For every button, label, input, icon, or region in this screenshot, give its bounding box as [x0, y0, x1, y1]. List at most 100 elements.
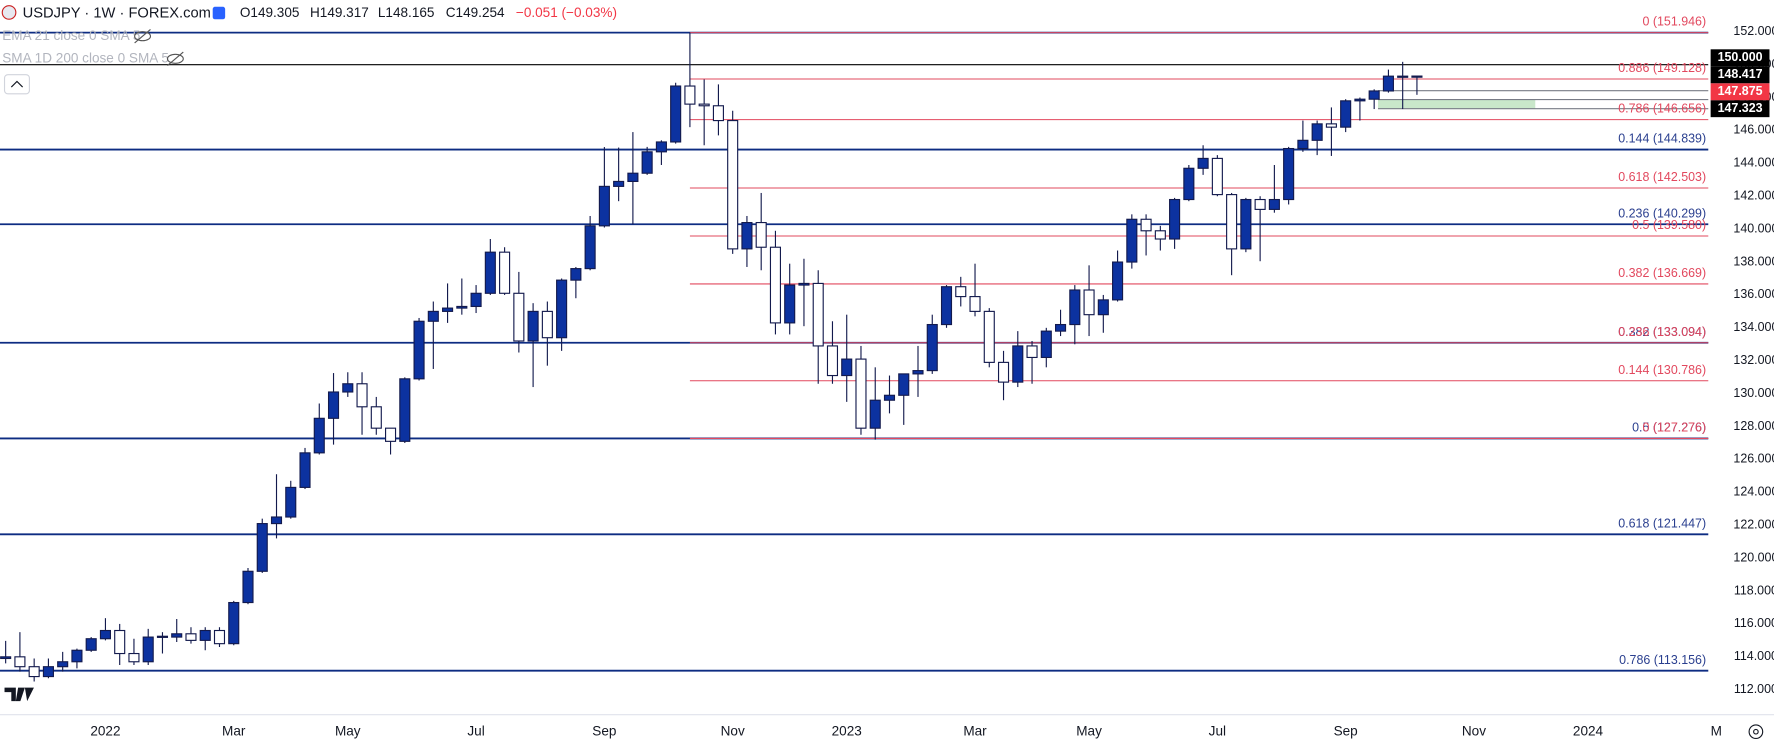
candle-body	[1254, 198, 1266, 210]
y-tick-label: 112.000	[1734, 682, 1774, 696]
level-label: 0.618 (121.447)	[1618, 516, 1706, 530]
collapse-button[interactable]	[3, 74, 30, 95]
candle-body	[997, 361, 1010, 383]
y-tick-label: 134.000	[1733, 320, 1774, 334]
candle-body	[1397, 75, 1409, 78]
symbol-flag	[1, 5, 17, 20]
candle-body	[1069, 289, 1081, 326]
candle-body	[185, 633, 197, 641]
level-label: 0.382 (133.094)	[1618, 325, 1706, 339]
candle-body	[855, 358, 867, 429]
ohlc-close: C149.254	[446, 5, 505, 20]
candle-body	[755, 221, 767, 248]
y-tick-label: 122.000	[1733, 518, 1774, 532]
candle-body	[1268, 198, 1280, 210]
x-tick-label: M	[1711, 723, 1722, 738]
y-tick-label: 124.000	[1733, 485, 1774, 499]
level-label: 0.144 (144.839)	[1618, 132, 1706, 146]
candle-body	[1311, 123, 1323, 141]
price-tag	[1710, 66, 1770, 84]
candle-body	[384, 427, 397, 442]
y-tick-label: 132.000	[1733, 353, 1774, 367]
candle-body	[1354, 98, 1366, 102]
candle-body	[727, 120, 739, 250]
candle-body	[541, 310, 553, 339]
level-label: 0.5 (127.276)	[1632, 421, 1706, 435]
y-tick-label: 114.000	[1734, 649, 1774, 663]
x-tick-label: May	[1076, 723, 1102, 738]
candle-body	[712, 105, 724, 122]
candle-body	[228, 601, 240, 645]
candle-body	[399, 378, 411, 442]
y-tick-label: 144.000	[1733, 156, 1774, 170]
candle-body	[1183, 167, 1195, 201]
candle-body	[114, 629, 126, 655]
candle-body	[85, 638, 97, 651]
candle-body	[940, 286, 953, 326]
candle-body	[912, 370, 924, 375]
candle-body	[256, 523, 268, 572]
candle-body	[413, 320, 425, 380]
candle-body	[826, 345, 839, 377]
x-tick-label: Jul	[467, 723, 484, 738]
level-label: 0.382 (136.669)	[1618, 266, 1706, 280]
candle-body	[71, 649, 83, 663]
candle-body	[1325, 123, 1337, 128]
candle-body	[1140, 218, 1152, 232]
candle-body	[527, 310, 539, 342]
candle-body	[1040, 330, 1052, 359]
candle-body	[1240, 198, 1252, 250]
logo	[4, 687, 34, 702]
price-tag	[1710, 49, 1770, 67]
candle-body	[199, 629, 211, 641]
candle-body	[42, 666, 54, 678]
level-label: 0.5 (139.580)	[1632, 218, 1706, 232]
y-tick-label: 116.000	[1734, 616, 1774, 630]
x-tick-label: Jul	[1209, 723, 1226, 738]
candle-body	[1197, 157, 1209, 169]
x-tick-label: 2023	[832, 723, 862, 738]
levels	[0, 31, 1709, 672]
candle-body	[1283, 147, 1295, 201]
candle-body	[1097, 299, 1109, 316]
candle-body	[1211, 157, 1223, 196]
candle-body	[841, 358, 853, 377]
x-tick-label: Nov	[1462, 723, 1486, 738]
candle-body	[342, 383, 354, 393]
candle-body	[570, 268, 582, 281]
hidden-icon[interactable]	[166, 51, 184, 67]
candle-body	[955, 286, 967, 298]
candle-body	[1411, 75, 1423, 78]
y-tick-label: 136.000	[1733, 287, 1774, 301]
y-tick-label: 126.000	[1733, 452, 1774, 466]
y-tick-label: 120.000	[1733, 550, 1774, 564]
candle-body	[28, 666, 40, 678]
price-tag-label: 150.000	[1718, 50, 1763, 64]
level-label: 0.144 (130.786)	[1618, 363, 1706, 377]
candle-body	[641, 151, 653, 174]
candle-body	[627, 172, 639, 183]
candle-body	[427, 310, 439, 322]
indicator-label: SMA 1D 200 close 0 SMA 5	[2, 50, 169, 65]
candle-body	[1340, 100, 1352, 128]
candle-body	[1012, 345, 1024, 383]
candle-body	[270, 516, 283, 525]
indicator-label: EMA 21 close 0 SMA 5	[2, 28, 140, 43]
candle-body	[898, 373, 910, 396]
hidden-icon[interactable]	[134, 28, 152, 44]
candle-body	[1382, 75, 1394, 92]
x-tick-label: Mar	[963, 723, 987, 738]
y-tick-label: 130.000	[1733, 386, 1774, 400]
price-tag-label: 147.323	[1718, 101, 1763, 115]
candle-body	[499, 251, 511, 294]
candle-body	[513, 292, 525, 342]
settings-icon[interactable]	[1748, 724, 1764, 740]
candle-body	[584, 225, 596, 270]
ohlc-change: −0.051 (−0.03%)	[516, 5, 617, 20]
ohlc-high: H149.317	[310, 5, 369, 20]
candle-body	[1083, 289, 1095, 316]
candle-body	[356, 383, 368, 408]
level-label: 0.786 (146.656)	[1618, 102, 1706, 116]
x-tick-label: May	[335, 723, 361, 738]
